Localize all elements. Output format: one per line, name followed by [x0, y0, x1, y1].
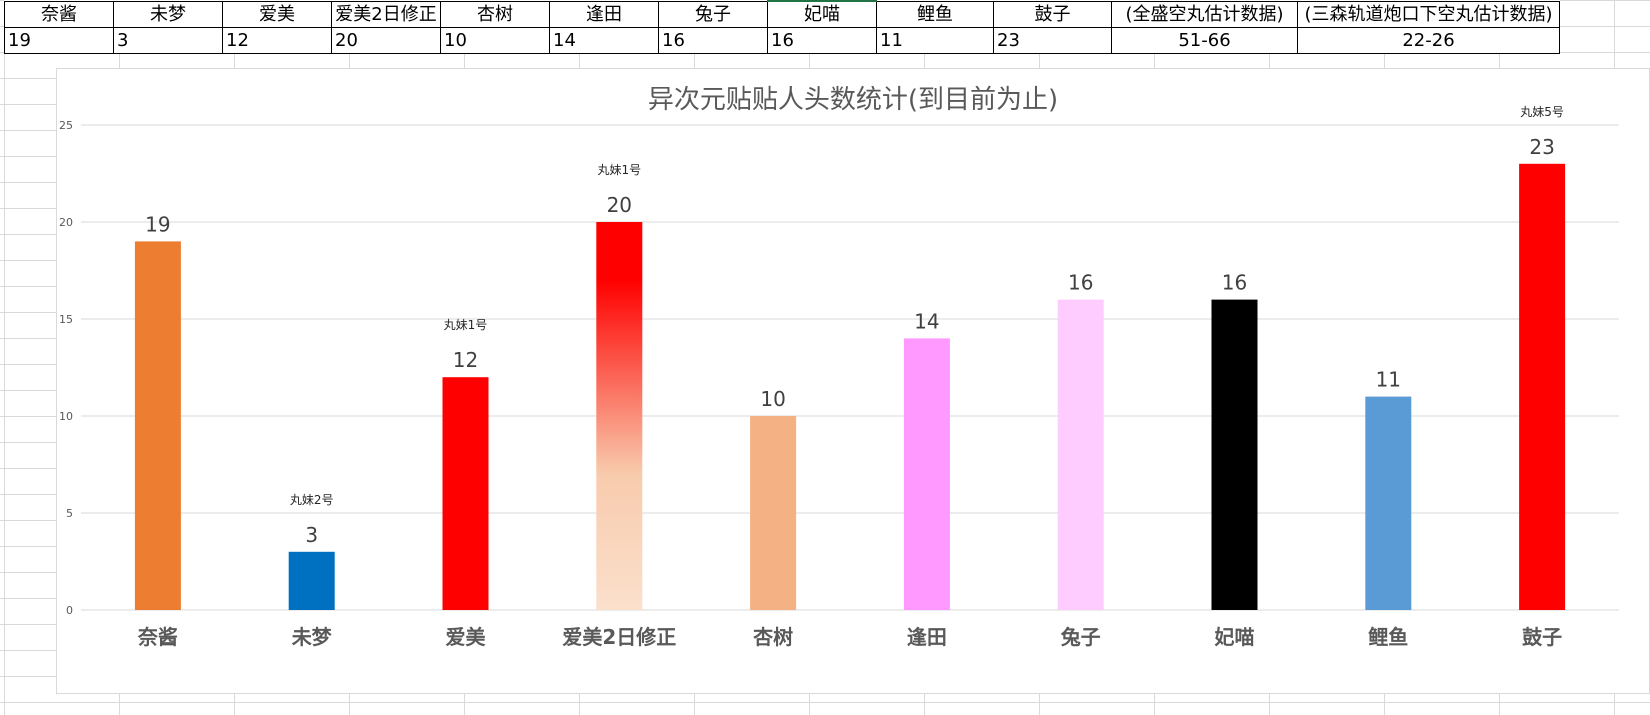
table-cell[interactable]: (全盛空丸估计数据): [1111, 0, 1298, 28]
bar-annotation: 丸妹1号: [444, 318, 488, 332]
data-label: 14: [914, 309, 939, 333]
table-cell[interactable]: 19: [4, 27, 114, 54]
table-cell[interactable]: (三森轨道炮口下空丸估计数据): [1297, 0, 1560, 28]
table-cell[interactable]: 兔子: [658, 0, 768, 28]
bar-annotation: 丸妹1号: [597, 163, 641, 177]
x-tick-label: 未梦: [292, 625, 333, 649]
y-tick-label: 25: [59, 119, 73, 132]
bar: [1365, 396, 1412, 610]
bar-annotation: 丸妹2号: [290, 493, 334, 507]
table-cell[interactable]: 16: [658, 27, 768, 54]
table-cell[interactable]: 鲤鱼: [876, 0, 994, 28]
table-cell-selected[interactable]: 妃喵: [767, 0, 877, 28]
data-label: 19: [145, 212, 170, 236]
bar: [750, 416, 797, 610]
bar-chart-plot: 0 5 10 15 20 25 19 奈酱 3 未梦 丸妹2号 12 爱美 丸妹1号 20 爱美2日修正 丸妹1…: [59, 105, 1619, 649]
table-cell[interactable]: 杏树: [440, 0, 550, 28]
x-tick-label: 妃喵: [1215, 625, 1255, 649]
table-cell[interactable]: 爱美2日修正: [331, 0, 441, 28]
bar: [1057, 299, 1104, 610]
data-label: 20: [607, 193, 632, 217]
bar: [442, 377, 489, 610]
bar: [288, 551, 335, 610]
data-label: 16: [1222, 271, 1247, 295]
data-label: 3: [305, 523, 318, 547]
x-tick-label: 爱美: [446, 625, 487, 649]
y-tick-label: 15: [59, 313, 73, 326]
x-tick-label: 爱美2日修正: [562, 625, 676, 649]
x-tick-label: 鼓子: [1522, 625, 1562, 649]
table-cell[interactable]: 51-66: [1111, 27, 1298, 54]
y-tick-label: 5: [66, 507, 73, 520]
table-cell[interactable]: 23: [993, 27, 1112, 54]
chart-title: 异次元贴贴人头数统计(到目前为止): [647, 85, 1059, 115]
table-cell[interactable]: 未梦: [113, 0, 223, 28]
bar: [903, 338, 950, 610]
x-tick-label: 逢田: [907, 625, 947, 649]
table-cell[interactable]: 12: [222, 27, 332, 54]
y-tick-label: 10: [59, 410, 73, 423]
chart-container[interactable]: 异次元贴贴人头数统计(到目前为止) 0 5 10 15 20 25 19 奈酱 3 未梦 丸妹2号 1…: [56, 68, 1650, 694]
table-cell[interactable]: 奈酱: [4, 0, 114, 28]
bar: [1211, 299, 1258, 610]
x-tick-label: 奈酱: [137, 625, 178, 649]
data-label: 23: [1529, 135, 1554, 159]
table-cell[interactable]: 10: [440, 27, 550, 54]
data-table: 奈酱 未梦 爱美 爱美2日修正 杏树 逢田 兔子 妃喵 鲤鱼 鼓子 (全盛空丸估…: [4, 0, 1560, 54]
data-label: 12: [453, 348, 478, 372]
bar: [134, 241, 181, 610]
data-label: 16: [1068, 271, 1093, 295]
bar-annotation: 丸妹5号: [1520, 105, 1564, 119]
table-cell[interactable]: 爱美: [222, 0, 332, 28]
x-tick-label: 鲤鱼: [1368, 625, 1408, 649]
table-cell[interactable]: 逢田: [549, 0, 659, 28]
x-tick-label: 杏树: [752, 625, 793, 649]
y-tick-label: 20: [59, 216, 73, 229]
data-label: 11: [1376, 368, 1401, 392]
bar: [1519, 163, 1566, 611]
table-cell[interactable]: 鼓子: [993, 0, 1112, 28]
table-cell[interactable]: 16: [767, 27, 877, 54]
y-tick-label: 0: [66, 604, 73, 617]
table-cell[interactable]: 22-26: [1297, 27, 1560, 54]
table-cell[interactable]: 3: [113, 27, 223, 54]
x-tick-label: 兔子: [1060, 625, 1101, 649]
table-cell[interactable]: 20: [331, 27, 441, 54]
value-row: 19 3 12 20 10 14 16 16 11 23 51-66 22-26: [4, 27, 1560, 54]
bar: [596, 222, 643, 610]
data-label: 10: [760, 387, 785, 411]
table-cell[interactable]: 14: [549, 27, 659, 54]
header-row: 奈酱 未梦 爱美 爱美2日修正 杏树 逢田 兔子 妃喵 鲤鱼 鼓子 (全盛空丸估…: [4, 0, 1560, 28]
table-cell[interactable]: 11: [876, 27, 994, 54]
